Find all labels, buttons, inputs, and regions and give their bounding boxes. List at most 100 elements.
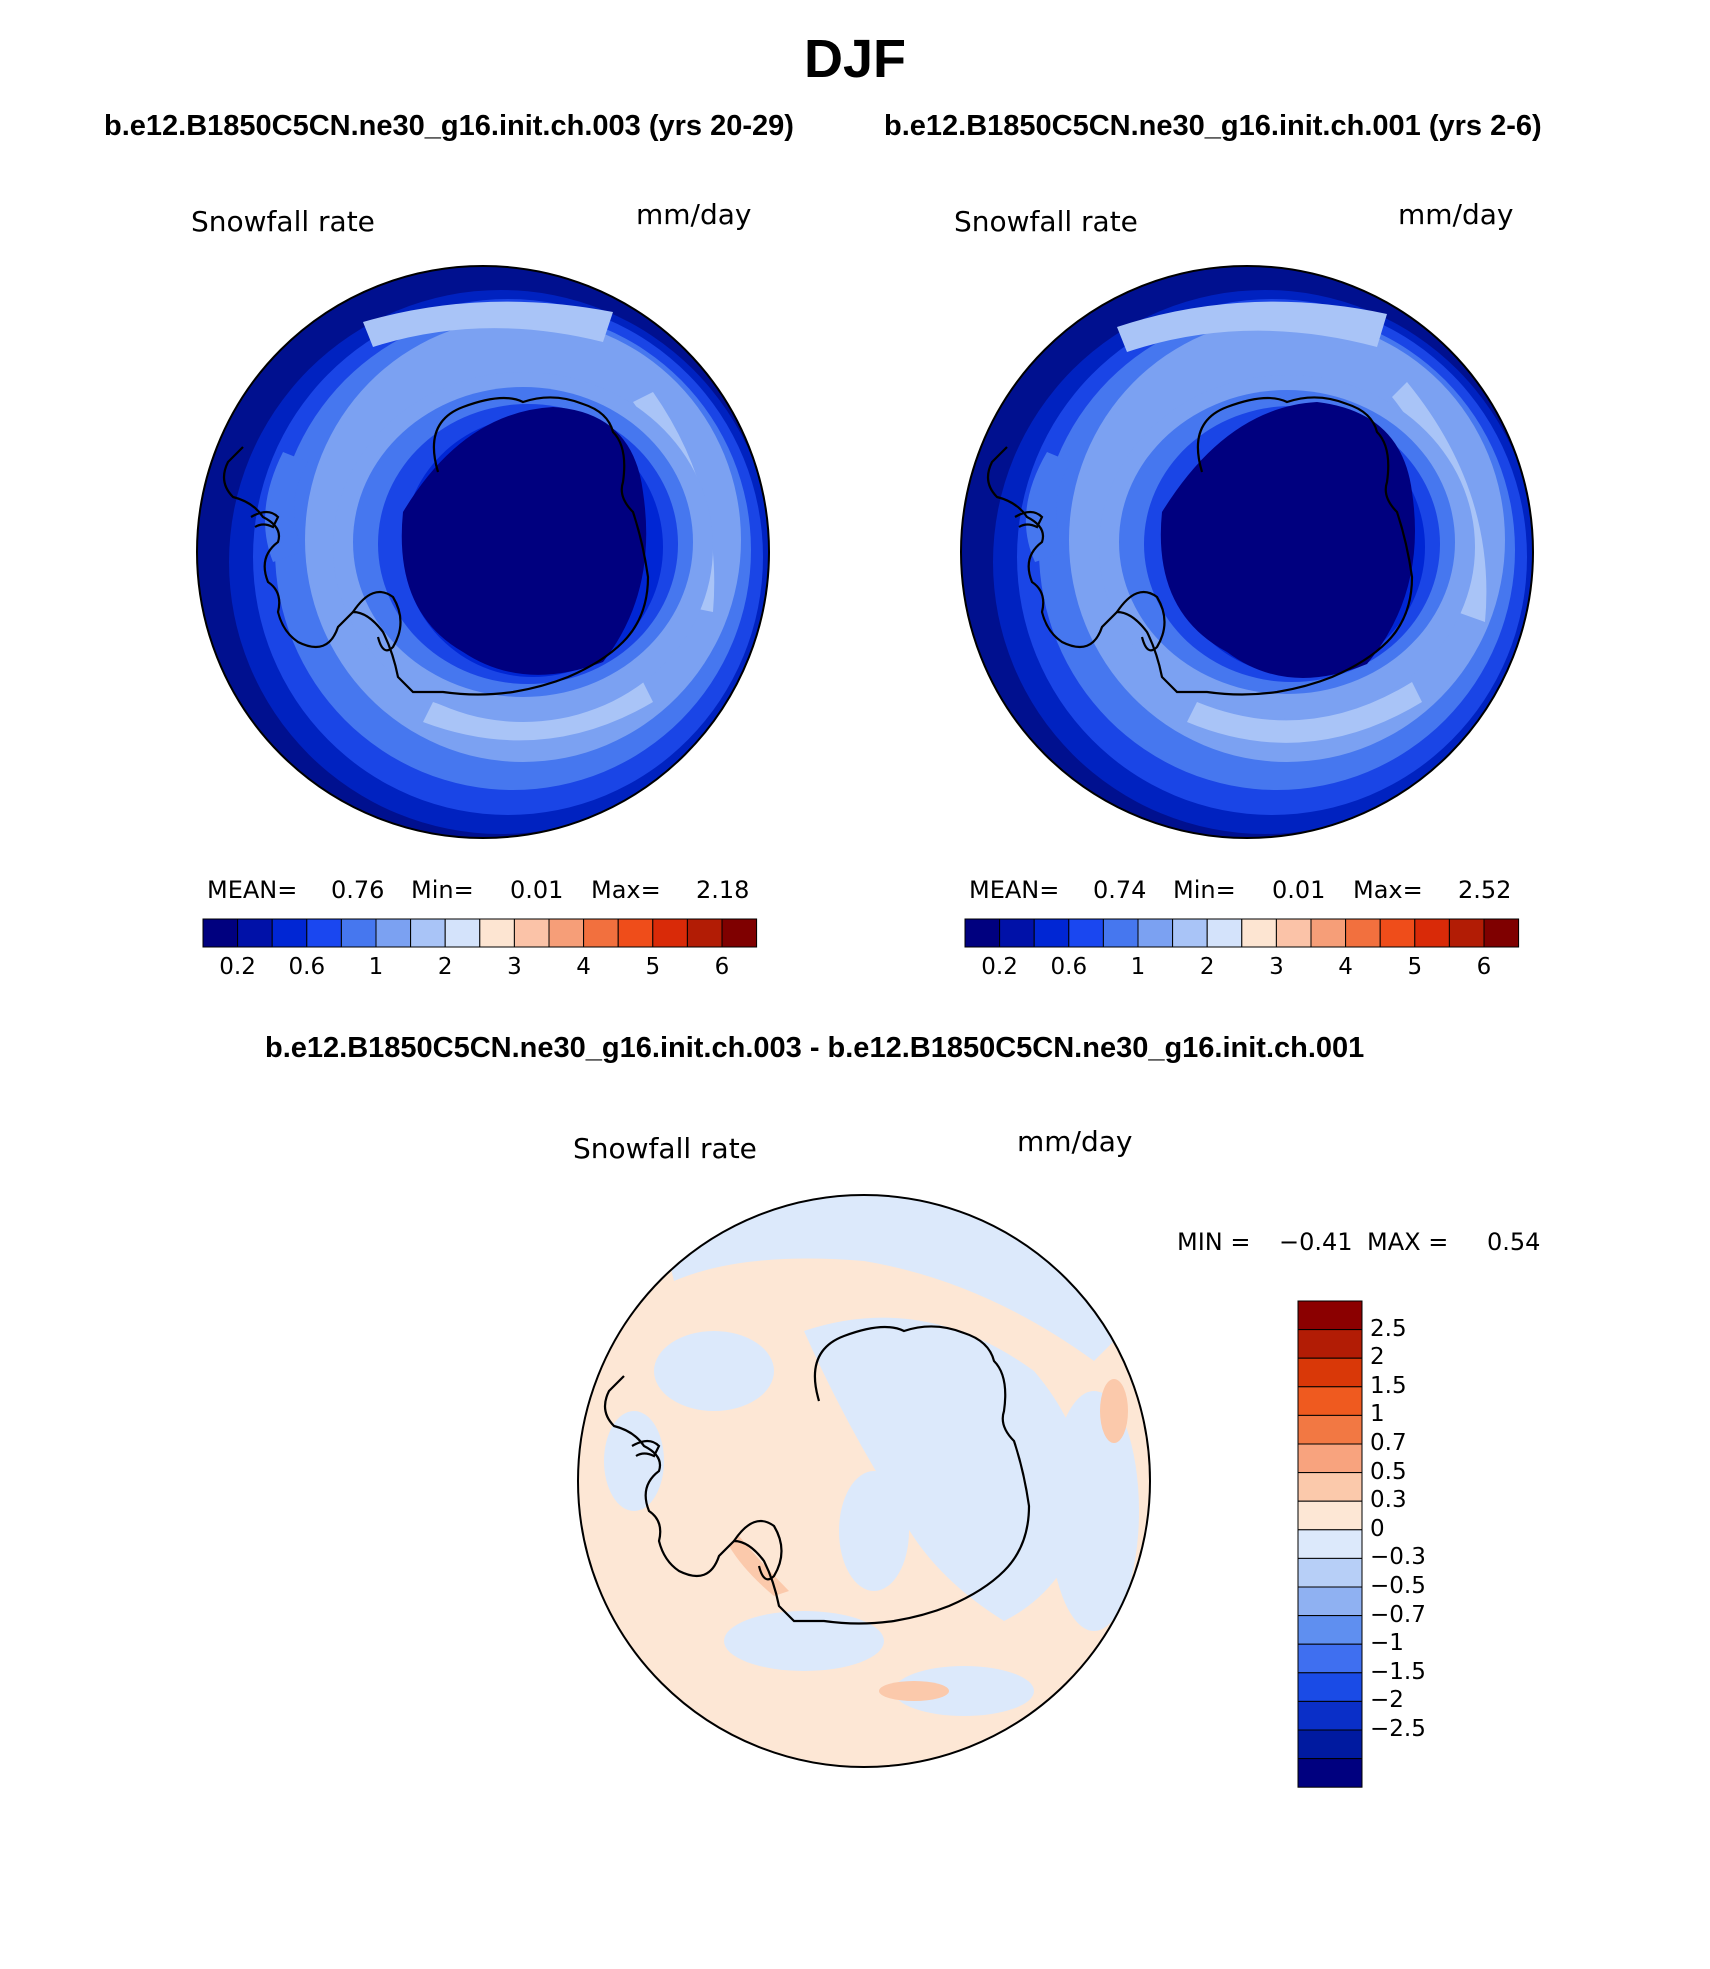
colorbar-tick-label: 2 bbox=[1199, 954, 1215, 980]
colorbar-box bbox=[1137, 918, 1174, 948]
colorbar-box bbox=[1297, 1357, 1363, 1388]
left-mean-label: MEAN= bbox=[207, 876, 298, 904]
left-max-label: Max= bbox=[591, 876, 661, 904]
right-max-label: Max= bbox=[1353, 876, 1423, 904]
right-coastline bbox=[986, 396, 1414, 696]
colorbar-box bbox=[410, 918, 446, 948]
diff-coastline bbox=[603, 1325, 1031, 1625]
colorbar-tick-label: 0.6 bbox=[1050, 954, 1088, 980]
colorbar-tick-label: 5 bbox=[645, 954, 661, 980]
colorbar-box bbox=[1379, 918, 1416, 948]
colorbar-tick-label: −0.7 bbox=[1370, 1601, 1426, 1628]
left-panel-title: b.e12.B1850C5CN.ne30_g16.init.ch.003 (yr… bbox=[104, 110, 794, 142]
right-units-label: mm/day bbox=[1398, 198, 1514, 231]
diff-min-label: MIN = bbox=[1177, 1228, 1251, 1256]
left-min-label: Min= bbox=[411, 876, 474, 904]
colorbar-tick-label: 0.6 bbox=[288, 954, 326, 980]
colorbar-box bbox=[1297, 1386, 1363, 1416]
left-colorbar bbox=[202, 918, 758, 948]
colorbar-box bbox=[617, 918, 654, 948]
right-max-value: 2.52 bbox=[1458, 876, 1512, 904]
colorbar-box bbox=[1033, 918, 1070, 948]
left-min-value: 0.01 bbox=[510, 876, 564, 904]
colorbar-box bbox=[1448, 918, 1485, 948]
colorbar-tick-label: −2.5 bbox=[1370, 1716, 1426, 1742]
colorbar-tick-label: 4 bbox=[576, 954, 591, 980]
diff-max-value: 0.54 bbox=[1487, 1228, 1541, 1256]
colorbar-box bbox=[1297, 1414, 1363, 1445]
right-mean-label: MEAN= bbox=[969, 876, 1060, 904]
diff-min-value: −0.41 bbox=[1279, 1228, 1353, 1256]
right-min-label: Min= bbox=[1173, 876, 1236, 904]
colorbar-box bbox=[1297, 1472, 1363, 1502]
colorbar-box bbox=[237, 918, 273, 948]
colorbar-box bbox=[1483, 918, 1520, 948]
colorbar-box bbox=[1102, 918, 1139, 948]
colorbar-box bbox=[340, 918, 377, 948]
colorbar-box bbox=[1297, 1700, 1363, 1731]
right-map bbox=[961, 266, 1533, 838]
colorbar-box bbox=[444, 918, 481, 948]
colorbar-box bbox=[1297, 1443, 1363, 1474]
diff-map bbox=[578, 1195, 1150, 1767]
colorbar-box bbox=[271, 918, 308, 948]
colorbar-box bbox=[1297, 1643, 1363, 1674]
left-mean-value: 0.76 bbox=[331, 876, 385, 904]
diff-colorbar bbox=[1297, 1300, 1363, 1788]
colorbar-box bbox=[1275, 918, 1312, 948]
colorbar-tick-label: 3 bbox=[507, 954, 522, 980]
colorbar-tick-label: 1 bbox=[368, 954, 384, 980]
colorbar-tick-label: 1 bbox=[1130, 954, 1146, 980]
right-mean-value: 0.74 bbox=[1093, 876, 1147, 904]
colorbar-box bbox=[964, 918, 1001, 948]
colorbar-box bbox=[1297, 1529, 1363, 1559]
colorbar-box bbox=[548, 918, 585, 948]
colorbar-tick-label: −0.3 bbox=[1370, 1544, 1426, 1571]
colorbar-tick-label: 2 bbox=[437, 954, 453, 980]
right-min-value: 0.01 bbox=[1272, 876, 1326, 904]
diff-units-label: mm/day bbox=[1017, 1125, 1133, 1158]
colorbar-box bbox=[652, 918, 688, 948]
left-max-value: 2.18 bbox=[696, 876, 750, 904]
colorbar-box bbox=[1297, 1300, 1363, 1331]
colorbar-box bbox=[1414, 918, 1450, 948]
diff-panel-title: b.e12.B1850C5CN.ne30_g16.init.ch.003 - b… bbox=[265, 1032, 1365, 1064]
colorbar-box bbox=[1172, 918, 1208, 948]
colorbar-box bbox=[513, 918, 550, 948]
diff-variable-label: Snowfall rate bbox=[573, 1132, 757, 1165]
colorbar-box bbox=[1297, 1672, 1363, 1702]
colorbar-box bbox=[1297, 1586, 1363, 1617]
left-units-label: mm/day bbox=[636, 198, 752, 231]
right-colorbar bbox=[964, 918, 1520, 948]
colorbar-tick-label: 3 bbox=[1269, 954, 1284, 980]
colorbar-box bbox=[1297, 1729, 1363, 1760]
left-map-border bbox=[196, 265, 770, 839]
colorbar-box bbox=[1206, 918, 1243, 948]
colorbar-tick-label: 6 bbox=[1476, 954, 1492, 980]
colorbar-tick-label: 2 bbox=[1370, 1344, 1385, 1371]
colorbar-box bbox=[1297, 1615, 1363, 1645]
colorbar-tick-label: −0.5 bbox=[1370, 1573, 1426, 1599]
colorbar-box bbox=[721, 918, 758, 948]
colorbar-box bbox=[999, 918, 1035, 948]
colorbar-tick-label: 0.2 bbox=[219, 954, 256, 980]
colorbar-tick-label: 0.2 bbox=[981, 954, 1018, 980]
colorbar-tick-label: 1.5 bbox=[1370, 1372, 1407, 1399]
colorbar-tick-label: 0.7 bbox=[1370, 1430, 1407, 1456]
diff-map-border bbox=[577, 1194, 1151, 1768]
colorbar-tick-label: −1 bbox=[1370, 1630, 1404, 1657]
right-panel-title: b.e12.B1850C5CN.ne30_g16.init.ch.001 (yr… bbox=[884, 110, 1542, 142]
colorbar-box bbox=[202, 918, 239, 948]
colorbar-box bbox=[1345, 918, 1381, 948]
colorbar-tick-label: −1.5 bbox=[1370, 1658, 1426, 1685]
left-map bbox=[197, 266, 769, 838]
colorbar-tick-label: −2 bbox=[1370, 1687, 1404, 1714]
colorbar-box bbox=[1297, 1500, 1363, 1531]
colorbar-box bbox=[375, 918, 412, 948]
right-variable-label: Snowfall rate bbox=[954, 205, 1138, 238]
colorbar-tick-label: 6 bbox=[714, 954, 730, 980]
colorbar-box bbox=[1297, 1557, 1363, 1588]
diff-max-label: MAX = bbox=[1367, 1228, 1449, 1256]
colorbar-box bbox=[1297, 1329, 1363, 1359]
